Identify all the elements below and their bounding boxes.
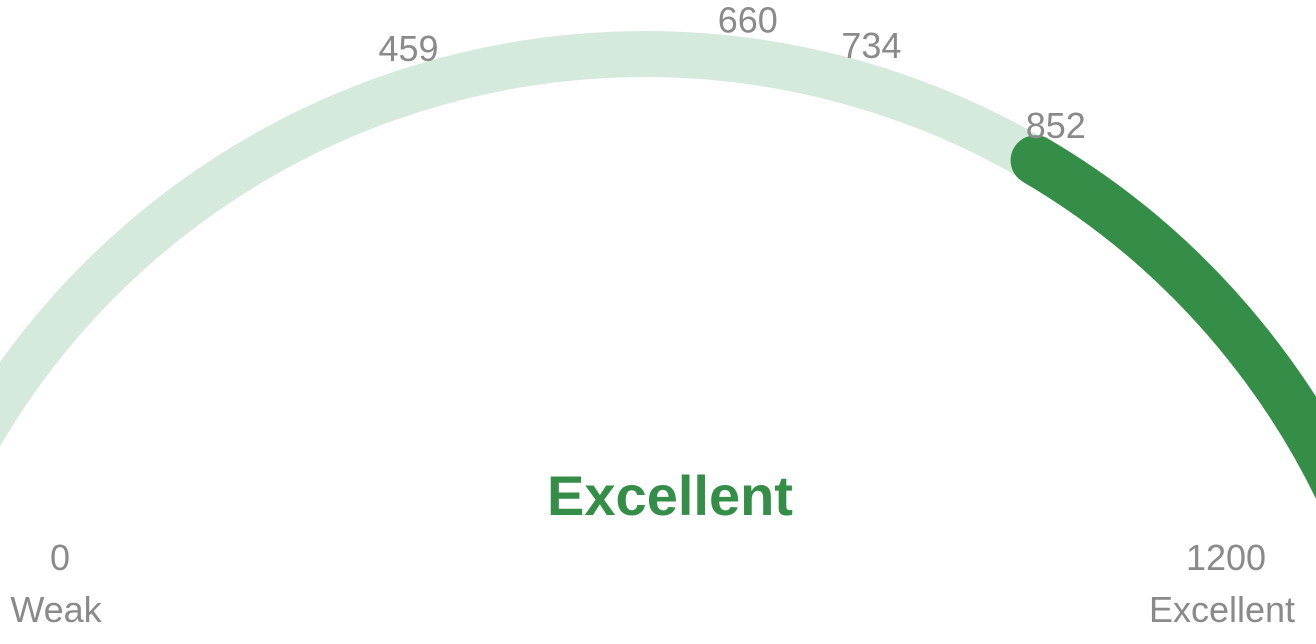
gauge-max-caption: Excellent — [1149, 589, 1295, 630]
gauge-status-label: Excellent — [547, 464, 793, 527]
gauge-min-label: 0 — [50, 537, 70, 578]
gauge-max-label: 1200 — [1186, 537, 1266, 578]
gauge-tick-label: 734 — [841, 25, 901, 66]
gauge-tick-label: 459 — [378, 28, 438, 69]
gauge-value-arc — [1010, 135, 1316, 500]
gauge-min-caption: Weak — [10, 589, 102, 630]
gauge-tick-labels: 459 660 734 852 — [378, 0, 1085, 146]
gauge-tick-label: 852 — [1026, 105, 1086, 146]
gauge-tick-label: 660 — [718, 0, 778, 41]
